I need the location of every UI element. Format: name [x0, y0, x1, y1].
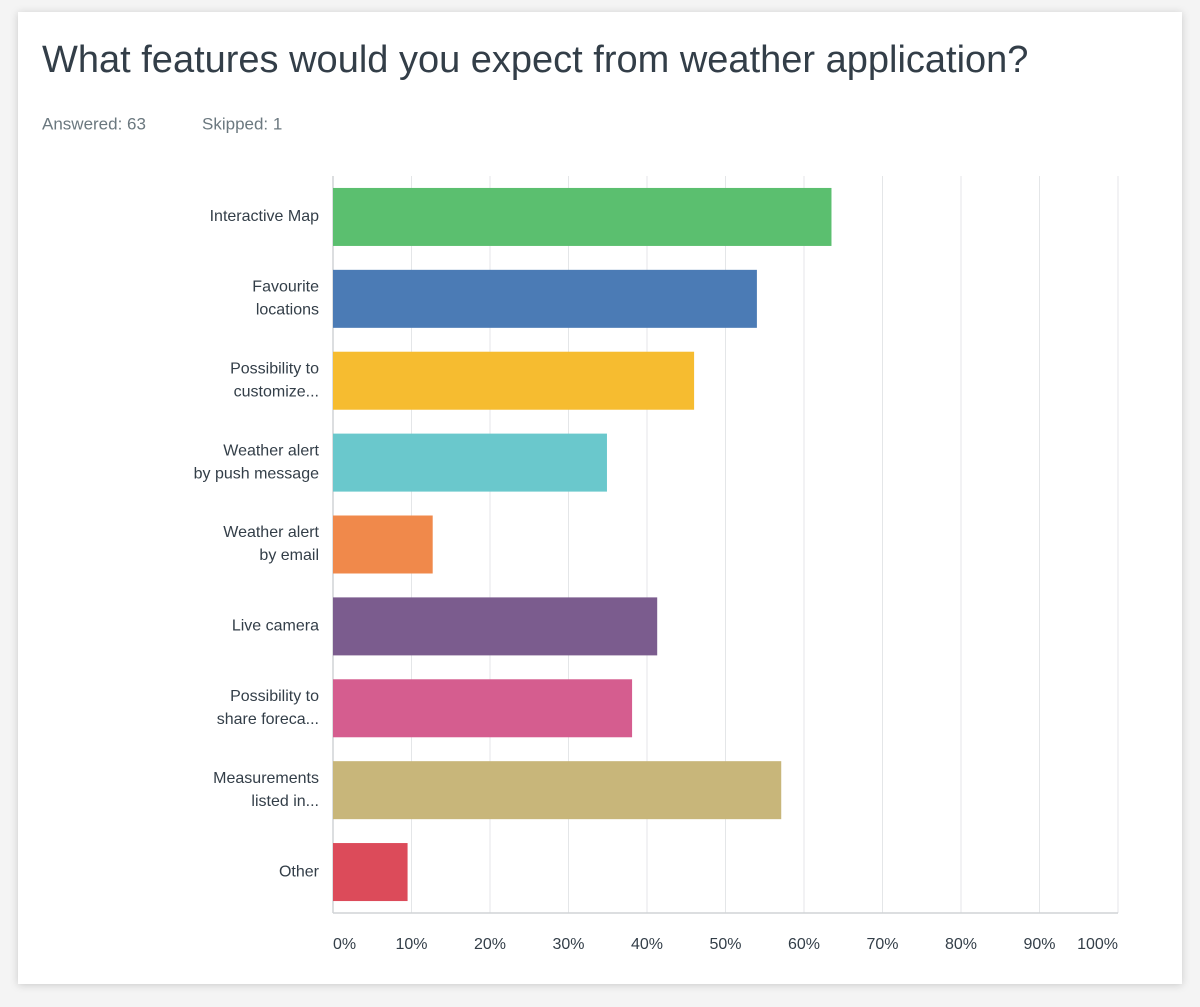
- y-tick-label: Live camera: [232, 618, 319, 635]
- bar: [333, 843, 408, 902]
- x-tick-label: 70%: [866, 936, 898, 953]
- y-tick-label: listed in...: [251, 793, 319, 810]
- bar: [333, 269, 757, 328]
- bar: [333, 761, 782, 820]
- x-tick-label: 20%: [474, 936, 506, 953]
- bar: [333, 679, 633, 738]
- y-tick-label: Possibility to: [230, 688, 319, 705]
- y-tick-label: customize...: [234, 383, 319, 400]
- y-tick-label: Favourite: [252, 279, 319, 296]
- answered-count: Answered: 63: [42, 114, 146, 133]
- chart-title: What features would you expect from weat…: [42, 39, 1028, 81]
- y-tick-label: Interactive Map: [210, 208, 319, 225]
- bar: [333, 515, 433, 574]
- bar: [333, 187, 832, 246]
- bar: [333, 433, 607, 492]
- y-tick-label: share foreca...: [217, 711, 319, 728]
- x-tick-label: 0%: [333, 936, 356, 953]
- y-tick-label: by push message: [194, 465, 320, 482]
- bar: [333, 351, 695, 410]
- y-tick-label: by email: [259, 547, 319, 564]
- y-tick-label: Weather alert: [223, 442, 319, 459]
- x-tick-label: 40%: [631, 936, 663, 953]
- x-tick-label: 50%: [709, 936, 741, 953]
- y-tick-label: Possibility to: [230, 360, 319, 377]
- skipped-count: Skipped: 1: [202, 114, 282, 133]
- y-tick-label: Weather alert: [223, 524, 319, 541]
- x-tick-label: 60%: [788, 936, 820, 953]
- x-tick-label: 30%: [552, 936, 584, 953]
- y-tick-label: Other: [279, 863, 320, 880]
- x-tick-label: 100%: [1077, 936, 1118, 953]
- y-tick-label: Measurements: [213, 770, 319, 787]
- bar: [333, 597, 658, 656]
- x-tick-label: 90%: [1023, 936, 1055, 953]
- x-tick-label: 80%: [945, 936, 977, 953]
- x-tick-label: 10%: [395, 936, 427, 953]
- card: [18, 12, 1182, 984]
- y-tick-label: locations: [256, 302, 319, 319]
